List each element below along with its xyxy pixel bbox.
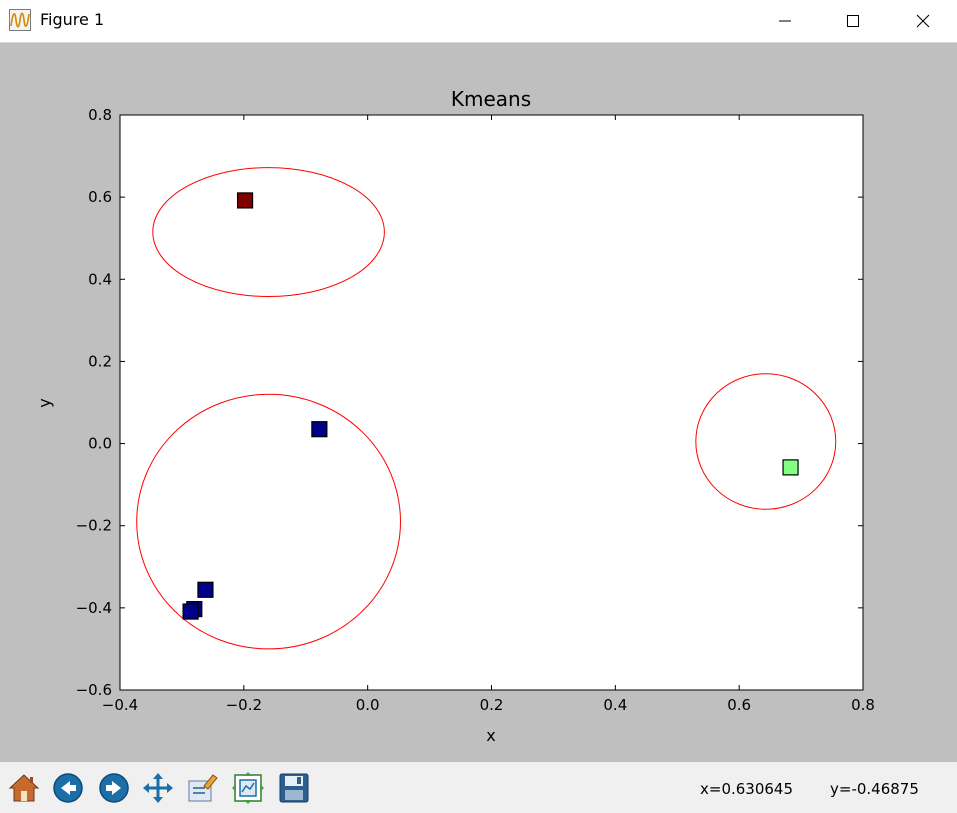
pan-icon [142,772,174,804]
y-tick-label: 0.4 [88,270,112,288]
home-icon [8,772,40,804]
minimize-icon [778,14,792,28]
close-button[interactable] [900,0,946,42]
forward-icon [98,772,130,804]
subplots-button[interactable] [184,769,220,807]
home-button[interactable] [6,769,42,807]
chart-title: Kmeans [451,87,531,111]
subplots-icon [186,772,218,804]
data-point-2 [198,582,213,597]
data-point-5 [783,460,798,475]
matplotlib-app-icon [9,9,31,31]
x-tick-label: 0.4 [603,696,627,714]
x-tick-label: 0.8 [851,696,875,714]
cursor-x-coordinate: x=0.630645 [700,780,793,798]
zoom-icon [232,772,264,804]
zoom-button[interactable] [230,769,266,807]
save-button[interactable] [276,769,312,807]
forward-button[interactable] [96,769,132,807]
y-tick-label: −0.4 [76,599,112,617]
save-icon [278,772,310,804]
y-tick-label: −0.2 [76,517,112,535]
y-tick-label: 0.0 [88,435,112,453]
x-tick-label: 0.0 [356,696,380,714]
data-point-1 [312,422,327,437]
y-axis-label: y [35,398,54,407]
window-title: Figure 1 [40,9,104,31]
data-point-0 [238,193,253,208]
kmeans-chart[interactable]: −0.4 −0.2 0.0 0.2 0.4 0.6 0.8−0.6−0.4−0.20.00.… [0,43,957,762]
minimize-button[interactable] [762,0,808,42]
x-axis-label: x [486,726,495,745]
y-tick-label: 0.8 [88,106,112,124]
x-tick-label: 0.6 [727,696,751,714]
x-tick-label: 0.2 [480,696,504,714]
x-tick-label: −0.2 [226,696,262,714]
title-bar: Figure 1 [0,0,957,43]
figure-canvas[interactable]: −0.4 −0.2 0.0 0.2 0.4 0.6 0.8 −0.6 −0.4 −0.2 0.0 0.… [0,43,957,762]
navigation-toolbar [0,762,957,813]
close-icon [916,14,930,28]
plot-area [120,115,863,690]
maximize-button[interactable] [830,0,876,42]
cursor-y-coordinate: y=-0.46875 [830,780,919,798]
back-icon [52,772,84,804]
pan-button[interactable] [140,769,176,807]
y-tick-label: −0.6 [76,681,112,699]
data-point-4 [183,604,198,619]
y-tick-label: 0.2 [88,352,112,370]
back-button[interactable] [50,769,86,807]
maximize-icon [846,14,860,28]
y-tick-label: 0.6 [88,188,112,206]
